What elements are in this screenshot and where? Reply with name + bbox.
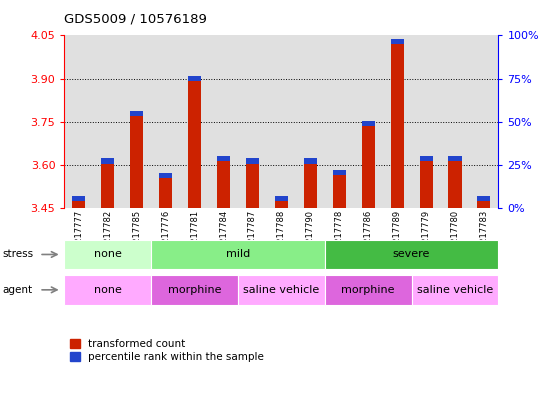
Text: severe: severe [393, 250, 430, 259]
Text: mild: mild [226, 250, 250, 259]
Bar [419, 156, 432, 161]
Bar [449, 161, 461, 208]
Bar [72, 196, 85, 201]
Bar [72, 201, 85, 208]
Bar [275, 196, 288, 201]
Bar [478, 201, 491, 208]
Bar [325, 240, 498, 269]
Bar [246, 163, 259, 208]
Bar [159, 173, 172, 178]
Bar [101, 158, 114, 163]
Bar [333, 170, 346, 175]
Bar [188, 81, 201, 208]
Bar [362, 126, 375, 208]
Bar [159, 178, 172, 208]
Text: saline vehicle: saline vehicle [243, 285, 320, 295]
Bar [304, 158, 317, 163]
Text: GDS5009 / 10576189: GDS5009 / 10576189 [64, 13, 207, 26]
Bar [246, 158, 259, 163]
Bar [151, 275, 238, 305]
Text: morphine: morphine [168, 285, 221, 295]
Bar [217, 161, 230, 208]
Bar [391, 44, 404, 208]
Bar [362, 121, 375, 126]
Text: agent: agent [3, 285, 33, 295]
Bar [449, 156, 461, 161]
Bar [238, 275, 325, 305]
Text: stress: stress [3, 250, 34, 259]
Bar [64, 240, 151, 269]
Bar [275, 201, 288, 208]
Text: none: none [94, 285, 122, 295]
Bar [325, 275, 412, 305]
Text: morphine: morphine [342, 285, 395, 295]
Text: none: none [94, 250, 122, 259]
Bar [130, 111, 143, 116]
Bar [130, 116, 143, 208]
Bar [64, 275, 151, 305]
Bar [412, 275, 498, 305]
Bar [478, 196, 491, 201]
Text: saline vehicle: saline vehicle [417, 285, 493, 295]
Bar [304, 163, 317, 208]
Bar [419, 161, 432, 208]
Bar [188, 76, 201, 81]
Bar [101, 163, 114, 208]
Bar [391, 39, 404, 44]
Bar [217, 156, 230, 161]
Bar [333, 175, 346, 208]
Bar [151, 240, 325, 269]
Legend: transformed count, percentile rank within the sample: transformed count, percentile rank withi… [69, 339, 264, 362]
